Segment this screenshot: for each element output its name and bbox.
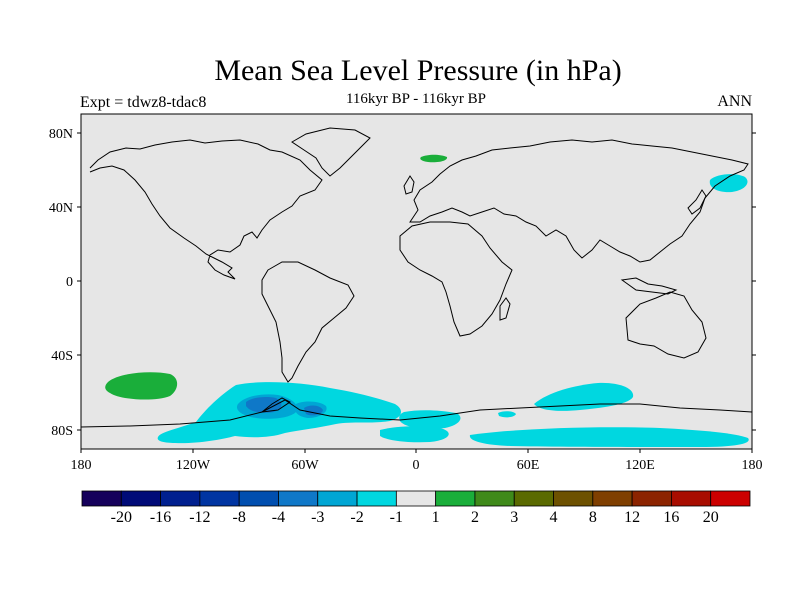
small-negative-patch	[498, 411, 516, 418]
figure-title: Mean Sea Level Pressure (in hPa)	[214, 54, 621, 87]
colorbar-label: -8	[233, 509, 246, 526]
colorbar-swatch	[710, 490, 751, 507]
map-panel: 80N 40N 0 40S 80S 180 120W 60W 0 60E 120…	[49, 113, 763, 473]
colorbar: -20 -16 -12 -8 -4 -3 -2 -1 1 2 3 4 8 12 16 20	[81, 490, 751, 526]
kamchatka-negative-anomaly	[709, 174, 748, 193]
lon-tick-label: 120W	[176, 458, 211, 473]
coastline-greenland	[291, 127, 371, 177]
lon-tick-label: 120E	[625, 458, 655, 473]
colorbar-label: 16	[663, 509, 679, 526]
colorbar-swatch	[435, 490, 476, 507]
drake-passage-negative-anomaly-east	[304, 405, 323, 416]
colorbar-swatch	[199, 490, 240, 507]
colorbar-label: -16	[150, 509, 171, 526]
lat-tick-label: 80S	[51, 424, 73, 439]
map-background	[81, 114, 752, 449]
colorbar-swatch	[671, 490, 712, 507]
coastline-north-america	[89, 139, 323, 280]
lat-tick-label: 40S	[51, 349, 73, 364]
lat-tick-label: 40N	[49, 201, 73, 216]
lat-tick-label: 80N	[49, 127, 73, 142]
colorbar-label: -3	[311, 509, 324, 526]
weddell-sea-negative-anomaly	[380, 426, 449, 443]
colorbar-swatch	[278, 490, 319, 507]
colorbar-swatch	[513, 490, 554, 507]
coastlines	[80, 127, 753, 428]
colorbar-swatch	[120, 490, 161, 507]
colorbar-swatch	[160, 490, 201, 507]
coastline-south-america	[261, 261, 355, 383]
coastline-australia	[625, 291, 707, 359]
colorbar-label: 4	[550, 509, 558, 526]
lon-tick-label: 180	[742, 458, 763, 473]
season-label: ANN	[717, 93, 752, 110]
lon-tick-label: 0	[413, 458, 420, 473]
coastline-africa	[399, 221, 513, 337]
experiment-label: Expt = tdwz8-tdac8	[80, 94, 206, 111]
colorbar-label: -2	[350, 509, 363, 526]
lon-tick-label: 60E	[517, 458, 540, 473]
colorbar-label: 20	[703, 509, 719, 526]
colorbar-label: 8	[589, 509, 597, 526]
coastline-madagascar	[499, 297, 511, 321]
colorbar-label: 3	[510, 509, 518, 526]
coastline-antarctica	[80, 399, 753, 428]
colorbar-label: -4	[272, 509, 285, 526]
coastline-antarctic-peninsula	[260, 397, 291, 413]
colorbar-swatch	[592, 490, 633, 507]
lon-tick-label: 60W	[291, 458, 319, 473]
colorbar-label: -12	[189, 509, 210, 526]
anomaly-regions	[105, 154, 749, 447]
colorbar-swatch	[553, 490, 594, 507]
colorbar-label: 12	[624, 509, 640, 526]
colorbar-label: -1	[390, 509, 403, 526]
colorbar-label: 2	[471, 509, 479, 526]
lat-tick-label: 0	[66, 275, 73, 290]
coastline-britain	[403, 175, 415, 195]
colorbar-swatch	[631, 490, 672, 507]
coastline-indonesia	[620, 277, 678, 295]
colorbar-swatch	[238, 490, 279, 507]
lat-axis: 80N 40N 0 40S 80S	[49, 127, 756, 439]
antarctic-coast-negative-anomaly	[469, 427, 749, 447]
lon-axis: 180 120W 60W 0 60E 120E 180	[71, 449, 763, 473]
coastline-japan	[687, 189, 707, 215]
colorbar-label: -20	[111, 509, 132, 526]
drake-passage-negative-anomaly	[246, 397, 282, 413]
south-pacific-positive-anomaly	[105, 372, 178, 400]
lon-tick-label: 180	[71, 458, 92, 473]
coastline-eurasia	[409, 139, 749, 263]
colorbar-swatch	[317, 490, 358, 507]
colorbar-swatch	[356, 490, 397, 507]
scandinavia-positive-anomaly	[420, 154, 448, 163]
figure-subtitle: 116kyr BP - 116kyr BP	[346, 91, 486, 107]
colorbar-label: 1	[432, 509, 440, 526]
colorbar-swatch	[81, 490, 122, 507]
colorbar-swatch	[474, 490, 515, 507]
colorbar-swatch	[395, 490, 437, 507]
